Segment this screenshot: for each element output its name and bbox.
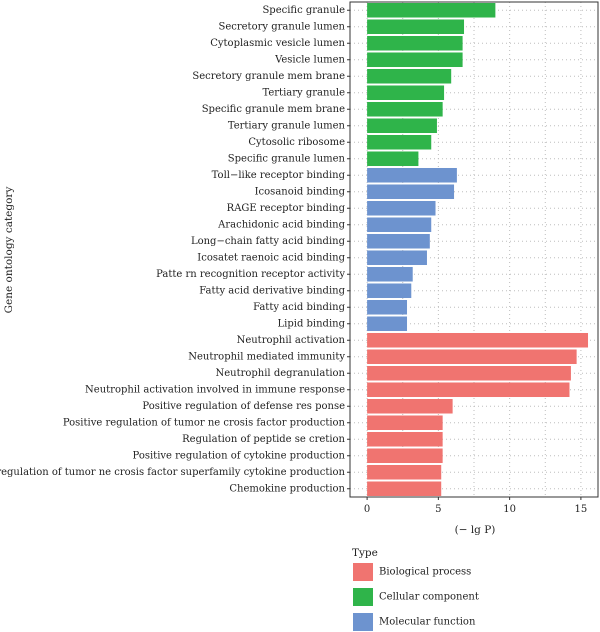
category-label: Long−chain fatty acid binding [191,236,346,247]
bar [367,283,412,299]
category-label: Regulation of peptide se cretion [182,434,345,445]
category-label: Vesicle lumen [274,54,345,65]
bar [367,85,445,101]
bar [367,68,452,84]
category-label: Specific granule [262,5,345,16]
category-label: Lipid binding [278,318,346,329]
legend-label: Cellular component [379,592,479,603]
category-label: Neutrophil mediated immunity [188,351,345,362]
category-label: Cytosolic ribosome [248,137,345,148]
category-label: Arachidonic acid binding [217,219,345,230]
bar [367,19,465,35]
plot-panel-border [349,1,599,498]
x-tick-label: 5 [435,504,441,515]
category-label: Secretory granule mem brane [192,71,345,82]
bar [367,217,432,233]
bar [367,365,571,381]
bar [367,431,443,447]
x-tick-label: 0 [364,504,370,515]
y-axis-title: Gene ontology category [3,187,15,314]
bar [367,2,496,18]
bar [367,52,463,68]
bar [367,151,419,167]
category-label: Secretory granule lumen [218,21,345,32]
category-label: Fatty acid binding [253,302,346,313]
category-label: Fatty acid derivative binding [199,285,345,296]
x-tick-label: 15 [575,504,588,515]
bar [367,464,442,480]
category-label: Chemokine production [229,483,345,494]
category-label: Tertiary granule [262,87,345,98]
category-label: Positive regulation of tumor ne crosis f… [63,417,346,428]
category-labels: Specific granule Secretory granule lumen C… [0,5,350,494]
bar [367,167,457,183]
category-label: RAGE receptor binding [227,203,346,214]
category-label: Neutrophil degranulation [215,368,345,379]
category-label: Patte rn recognition receptor activity [156,269,345,280]
legend-swatch [353,613,373,631]
category-label: Specific granule lumen [228,153,346,164]
bar [367,415,443,431]
legend-label: Biological process [379,567,471,578]
bar [367,332,589,348]
bar [367,299,408,315]
bar [367,118,437,134]
category-label: Neutrophil activation involved in immune… [85,384,345,395]
bar [367,184,455,200]
bar [367,398,453,414]
bar [367,266,413,282]
category-label: Tertiary granule lumen [228,120,346,131]
bar [367,200,436,216]
category-label: Icosanoid binding [255,186,346,197]
category-label: Neutrophil activation [237,335,346,346]
category-label: Specific granule mem brane [202,104,345,115]
legend-swatch [353,588,373,606]
bars-layer [367,2,589,497]
legend-swatch [353,563,373,581]
bar [367,349,577,365]
bar [367,134,432,150]
category-label: Icosatet raenoic acid binding [197,252,345,263]
category-label: Positive regulation of tumor ne crosis f… [0,467,346,478]
legend-label: Molecular function [379,617,476,628]
x-axis-ticks: 0 5 10 15 [364,497,587,515]
category-label: Positive regulation of cytokine producti… [133,450,346,461]
category-label: Cytoplasmic vesicle lumen [210,38,345,49]
bar [367,233,430,249]
bar [367,250,427,266]
bar [367,101,443,117]
x-tick-label: 10 [503,504,516,515]
x-axis-title: (− lg P) [455,524,496,536]
legend-title: Type [352,547,378,559]
category-label: Positive regulation of defense res ponse [142,401,345,412]
bar [367,382,570,398]
bar [367,35,463,51]
bar [367,316,408,332]
legend: Biological process Cellular component Mole… [353,563,479,631]
bar [367,481,442,497]
bar [367,448,443,464]
category-label: Toll−like receptor binding [212,170,346,181]
